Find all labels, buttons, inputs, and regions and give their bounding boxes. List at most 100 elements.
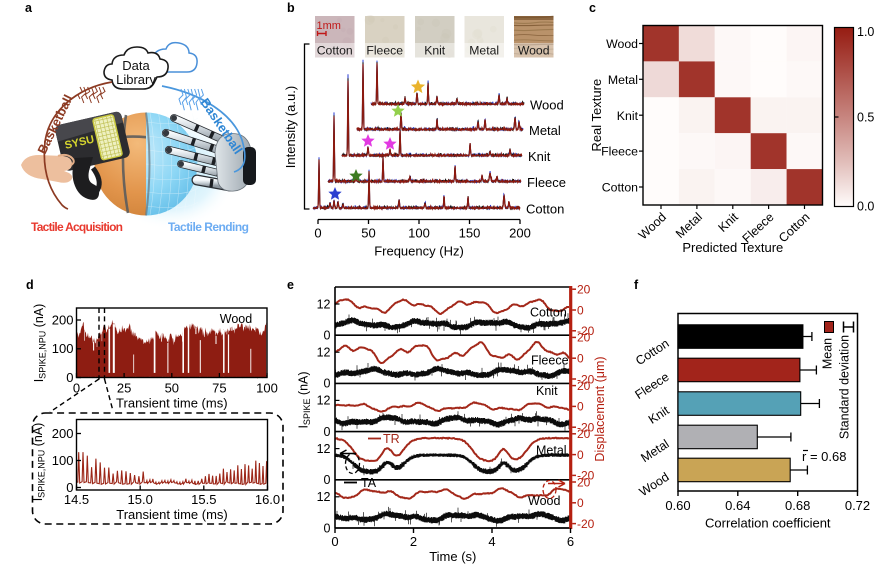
svg-text:Tactile Acquisition: Tactile Acquisition	[31, 220, 123, 234]
svg-text:0.5: 0.5	[857, 111, 874, 125]
svg-text:Fleece: Fleece	[527, 175, 566, 190]
svg-text:0: 0	[577, 448, 584, 462]
svg-text:1mm: 1mm	[317, 20, 341, 32]
svg-text:20: 20	[577, 427, 591, 441]
svg-text:Frequency (Hz): Frequency (Hz)	[374, 244, 464, 259]
svg-text:200: 200	[52, 313, 74, 328]
svg-text:Wood: Wood	[220, 312, 252, 326]
svg-text:0: 0	[577, 400, 584, 414]
svg-text:-20: -20	[577, 421, 595, 435]
svg-text:12: 12	[317, 394, 331, 408]
svg-text:ISPIKE,NPU (nA): ISPIKE,NPU (nA)	[32, 304, 48, 383]
svg-text:f: f	[634, 278, 639, 292]
svg-text:15.0: 15.0	[128, 492, 153, 507]
svg-text:Knit: Knit	[617, 109, 639, 123]
svg-text:0: 0	[324, 329, 331, 343]
svg-text:0: 0	[324, 425, 331, 439]
svg-text:1.0: 1.0	[857, 25, 874, 39]
svg-text:0: 0	[324, 473, 331, 487]
svg-text:Fleece: Fleece	[531, 354, 569, 368]
svg-text:12: 12	[317, 297, 331, 311]
svg-text:Time (s): Time (s)	[429, 549, 476, 564]
svg-text:50: 50	[361, 226, 375, 241]
svg-text:0.60: 0.60	[665, 498, 690, 513]
svg-text:Knit: Knit	[528, 149, 551, 164]
svg-text:0: 0	[66, 480, 73, 495]
svg-text:-20: -20	[577, 372, 595, 386]
svg-text:Metal: Metal	[638, 437, 671, 465]
svg-text:ISPIKE (nA): ISPIKE (nA)	[297, 371, 313, 428]
svg-text:Displacement (μm): Displacement (μm)	[593, 356, 607, 461]
svg-text:12: 12	[317, 346, 331, 360]
svg-text:0: 0	[66, 370, 73, 385]
svg-text:Knit: Knit	[424, 44, 446, 58]
svg-text:Metal: Metal	[536, 444, 567, 458]
svg-text:Knit: Knit	[646, 403, 672, 427]
svg-text:6: 6	[567, 534, 574, 549]
svg-text:14.5: 14.5	[64, 492, 89, 507]
svg-text:Transient time (ms): Transient time (ms)	[116, 396, 227, 411]
svg-text:20: 20	[577, 379, 591, 393]
svg-text:200: 200	[52, 426, 74, 441]
svg-text:150: 150	[459, 226, 481, 241]
svg-text:Fleece: Fleece	[633, 370, 672, 402]
svg-text:Mean: Mean	[821, 338, 835, 369]
svg-text:TR: TR	[383, 432, 400, 446]
svg-text:50: 50	[165, 381, 179, 396]
svg-text:-20: -20	[577, 324, 595, 338]
svg-text:Intensity (a.u.): Intensity (a.u.)	[283, 86, 298, 168]
svg-text:Wood: Wood	[606, 37, 638, 51]
svg-text:Cotton: Cotton	[317, 44, 353, 58]
svg-text:Wood: Wood	[528, 494, 560, 508]
svg-text:Tactile Rending: Tactile Rending	[168, 220, 249, 234]
svg-text:Metal: Metal	[673, 210, 705, 241]
svg-text:Metal: Metal	[608, 73, 638, 87]
svg-text:Wood: Wood	[518, 44, 550, 58]
svg-text:100: 100	[52, 341, 74, 356]
svg-text:r = 0.68: r = 0.68	[802, 449, 846, 464]
svg-text:Fleece: Fleece	[601, 145, 638, 159]
svg-text:Cotton: Cotton	[602, 181, 638, 195]
svg-text:Wood: Wood	[636, 210, 669, 242]
svg-text:75: 75	[212, 381, 226, 396]
svg-text:Real Texture: Real Texture	[589, 79, 604, 152]
svg-text:12: 12	[317, 442, 331, 456]
svg-text:20: 20	[577, 331, 591, 345]
svg-text:20: 20	[577, 475, 591, 489]
svg-text:15.5: 15.5	[191, 492, 216, 507]
svg-text:Wood: Wood	[637, 470, 672, 499]
svg-text:Cotton: Cotton	[530, 306, 567, 320]
svg-text:Metal: Metal	[469, 44, 499, 58]
svg-text:TA: TA	[361, 476, 377, 490]
svg-text:0: 0	[324, 377, 331, 391]
svg-text:20: 20	[577, 283, 591, 297]
svg-text:Data: Data	[122, 58, 150, 73]
svg-text:Cotton: Cotton	[526, 202, 564, 217]
svg-text:0: 0	[324, 521, 331, 535]
svg-text:Transient time (ms): Transient time (ms)	[116, 507, 227, 522]
svg-text:0: 0	[577, 496, 584, 510]
svg-text:0: 0	[577, 352, 584, 366]
svg-text:100: 100	[408, 226, 430, 241]
svg-text:Fleece: Fleece	[366, 44, 403, 58]
svg-text:0: 0	[314, 226, 321, 241]
svg-text:Predicted Texture: Predicted Texture	[682, 240, 783, 255]
svg-text:Standard deviation: Standard deviation	[838, 335, 852, 439]
svg-text:Correlation coefficient: Correlation coefficient	[705, 516, 831, 531]
svg-text:d: d	[26, 278, 34, 292]
svg-text:Knit: Knit	[716, 210, 742, 235]
svg-text:0.72: 0.72	[845, 498, 870, 513]
svg-text:0: 0	[577, 303, 584, 317]
svg-text:0.64: 0.64	[725, 498, 750, 513]
svg-text:25: 25	[117, 381, 131, 396]
svg-text:12: 12	[317, 490, 331, 504]
svg-text:c: c	[589, 1, 596, 15]
svg-text:0: 0	[331, 534, 338, 549]
svg-text:Library: Library	[116, 72, 156, 87]
svg-text:Knit: Knit	[536, 384, 558, 398]
svg-text:Metal: Metal	[529, 123, 561, 138]
svg-text:-20: -20	[577, 469, 595, 483]
svg-text:200: 200	[509, 226, 531, 241]
svg-text:2: 2	[410, 534, 417, 549]
svg-text:100: 100	[256, 381, 278, 396]
